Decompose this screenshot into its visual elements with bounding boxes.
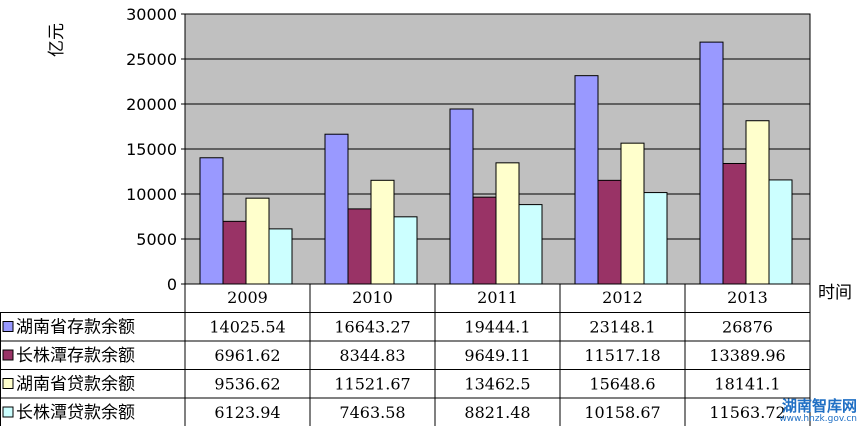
watermark-name: 湖南智库网 bbox=[781, 397, 857, 415]
bar-3-2013 bbox=[745, 120, 770, 285]
y-tick-label: 5000 bbox=[136, 230, 177, 249]
data-label: 9536.62 bbox=[214, 375, 280, 394]
y-tick-label: 20000 bbox=[126, 95, 177, 114]
data-label: 14025.54 bbox=[209, 318, 285, 337]
bar-3-2012 bbox=[620, 142, 645, 285]
data-label: 8821.48 bbox=[464, 403, 530, 422]
legend-key-2 bbox=[2, 349, 14, 361]
y-tick-label: 0 bbox=[167, 275, 177, 294]
x-tick-label: 2009 bbox=[227, 288, 268, 307]
legend-label-2: 长株潭存款余额 bbox=[16, 346, 135, 366]
x-tick-label: 2011 bbox=[477, 288, 518, 307]
bar-1-2011 bbox=[449, 108, 474, 285]
bar-1-2010 bbox=[324, 133, 349, 285]
watermark: 湖南智库网 www.hnzk.gov.cn bbox=[779, 398, 857, 424]
data-label: 6123.94 bbox=[214, 403, 280, 422]
legend-label-1: 湖南省存款余额 bbox=[16, 318, 135, 338]
bar-1-2012 bbox=[574, 75, 599, 285]
bar-2-2012 bbox=[597, 179, 622, 285]
data-table: 2009 2010 2011 2012 2013 湖南省存款余额 14025.54 16643… bbox=[0, 283, 811, 426]
data-label: 15648.6 bbox=[589, 375, 655, 394]
bar-3-2010 bbox=[370, 179, 395, 285]
bar-3-2009 bbox=[245, 197, 270, 285]
bars bbox=[199, 41, 793, 285]
data-label: 19444.1 bbox=[464, 318, 530, 337]
data-label: 16643.27 bbox=[334, 318, 410, 337]
bar-4-2012 bbox=[643, 192, 668, 285]
y-tick-label: 15000 bbox=[126, 140, 177, 159]
bar-4-2009 bbox=[268, 228, 293, 285]
data-label: 26876 bbox=[722, 318, 773, 337]
legend-label-4: 长株潭贷款余额 bbox=[16, 403, 135, 423]
y-tick-label: 30000 bbox=[126, 5, 177, 24]
x-tick-label: 2010 bbox=[352, 288, 393, 307]
data-label: 7463.58 bbox=[339, 403, 405, 422]
x-tick-label: 2012 bbox=[602, 288, 643, 307]
legend-key-1 bbox=[2, 321, 14, 332]
data-label: 23148.1 bbox=[589, 318, 655, 337]
x-axis-title: 时间 bbox=[818, 283, 852, 303]
data-label: 9649.11 bbox=[464, 346, 530, 365]
watermark-url: www.hnzk.gov.cn bbox=[779, 414, 857, 424]
data-label: 11521.67 bbox=[334, 375, 410, 394]
data-label: 10158.67 bbox=[584, 403, 660, 422]
data-label: 13462.5 bbox=[464, 375, 530, 394]
legend-key-3 bbox=[2, 378, 14, 389]
data-label: 13389.96 bbox=[709, 346, 785, 365]
y-axis-title: 亿元 bbox=[47, 23, 67, 57]
data-label: 6961.62 bbox=[214, 346, 280, 365]
bar-4-2013 bbox=[768, 179, 793, 285]
bar-2-2011 bbox=[472, 196, 497, 285]
bar-1-2013 bbox=[699, 41, 724, 285]
x-tick-label: 2013 bbox=[727, 288, 768, 307]
legend-key-4 bbox=[2, 406, 14, 418]
bar-2-2010 bbox=[347, 208, 372, 285]
bar-3-2011 bbox=[495, 162, 520, 285]
data-label: 11517.18 bbox=[584, 346, 660, 365]
data-label: 11563.72 bbox=[709, 403, 785, 422]
bar-4-2011 bbox=[518, 204, 543, 285]
bar-1-2009 bbox=[199, 157, 224, 285]
y-tick-label: 25000 bbox=[126, 50, 177, 69]
data-label: 18141.1 bbox=[714, 375, 780, 394]
bar-2-2009 bbox=[222, 220, 247, 285]
data-label: 8344.83 bbox=[339, 346, 405, 365]
y-tick-label: 10000 bbox=[126, 185, 177, 204]
bar-4-2010 bbox=[393, 216, 418, 285]
legend-label-3: 湖南省贷款余额 bbox=[16, 375, 135, 395]
bar-2-2013 bbox=[722, 162, 747, 285]
